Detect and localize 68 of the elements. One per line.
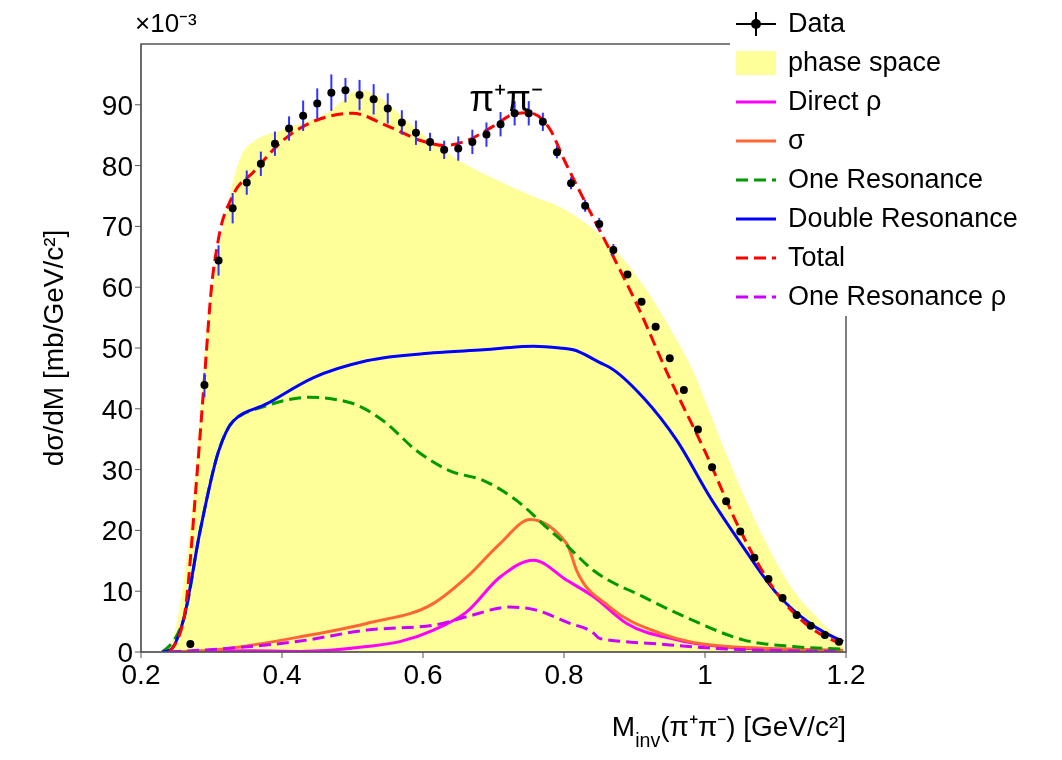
point [270,139,279,148]
y-tick-label: 90 [101,89,133,121]
x-tick-label: 1 [697,658,713,690]
y-tick-label: 80 [101,150,133,182]
legend-label: One Resonance ρ [788,281,1006,312]
point [708,463,717,472]
point [256,159,265,168]
legend-label: Direct ρ [788,86,882,117]
x-tick-label: 0.6 [403,658,443,690]
legend-label: Data [788,8,846,39]
point [651,322,660,331]
point [496,120,505,129]
point [397,118,406,127]
point [383,104,392,113]
point [806,621,815,630]
point [834,637,843,646]
point [468,137,477,146]
point [665,354,674,363]
point [750,553,759,562]
point [327,88,336,97]
point [482,130,491,139]
point [538,117,547,126]
y-tick-label: 50 [101,332,133,364]
point [426,137,435,146]
point [623,270,632,279]
y-tick-label: 30 [101,454,133,486]
point [242,178,251,187]
point [679,385,688,394]
line-series [160,344,845,652]
point [764,575,773,584]
point [820,630,829,639]
point [369,95,378,104]
point [200,381,209,390]
legend-label: phase space [788,47,942,78]
x-tick-label: 1.2 [826,658,866,690]
point [355,91,364,100]
point [792,610,801,619]
annotation: π⁺π⁻ [469,78,543,119]
point [778,593,787,602]
point [228,204,237,213]
legend-label: One Resonance [788,164,984,195]
y-tick-label: 10 [101,576,133,608]
legend-label: Total [788,242,846,273]
y-tick-label: 60 [101,272,133,304]
legend-label: σ [788,125,805,156]
point [454,144,463,153]
point [736,527,745,536]
x-tick-label: 0.8 [544,658,584,690]
point [440,145,449,154]
legend-label: Double Resonance [788,203,1018,234]
point [313,99,322,108]
point [693,425,702,434]
point [341,86,350,95]
point [285,124,294,133]
point [411,128,420,137]
point [722,497,731,506]
point [186,640,195,649]
y-tick-label: 40 [101,393,133,425]
y-tick-label: 70 [101,211,133,243]
x-tick-label: 0.4 [262,658,302,690]
x-axis-title: M$_{inv}$(π⁺π⁻) [GeV/c²] [611,711,846,751]
y-axis-title: dσ/dM [mb/GeV/c²] [38,229,69,467]
y-tick-label: 20 [101,515,133,547]
point [595,219,604,228]
point [214,256,223,265]
text: ×10⁻³ [135,8,198,38]
point [637,297,646,306]
point [299,111,308,120]
